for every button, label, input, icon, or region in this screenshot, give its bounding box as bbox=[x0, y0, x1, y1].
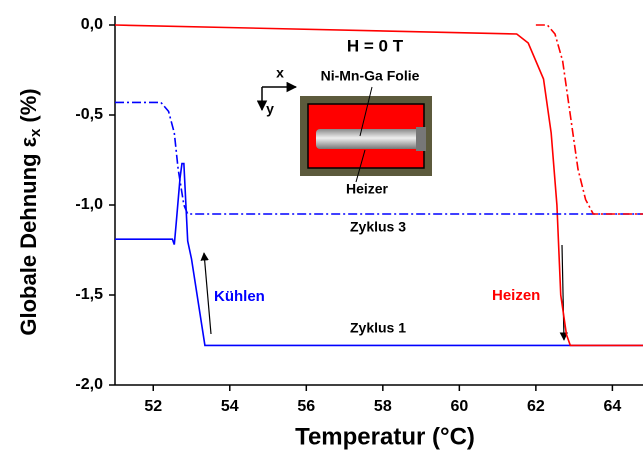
x-tick-label: 60 bbox=[450, 398, 468, 415]
pointer bbox=[355, 149, 366, 183]
inset bbox=[256, 81, 432, 183]
line bbox=[535, 24, 643, 215]
arrow bbox=[200, 252, 212, 335]
x-tick-label: 54 bbox=[221, 398, 239, 415]
annotation: Zyklus 3 bbox=[350, 219, 406, 235]
line bbox=[114, 24, 643, 347]
x-tick-label: 52 bbox=[144, 398, 162, 415]
y-tick-label: -0,5 bbox=[75, 106, 103, 123]
arrow bbox=[559, 244, 569, 341]
foil-end bbox=[416, 127, 426, 151]
y-axis-title-sub: x bbox=[27, 128, 44, 137]
x-axis-title: Temperatur (°C) bbox=[295, 423, 475, 450]
annotation: H = 0 T bbox=[347, 36, 404, 55]
y-axis-title-text: Globale Dehnung ε bbox=[16, 136, 41, 335]
x-tick-label: 64 bbox=[603, 398, 621, 415]
line bbox=[115, 101, 643, 215]
y-tick-label: 0,0 bbox=[81, 16, 103, 33]
pointer bbox=[359, 86, 373, 137]
x-tick-label: 62 bbox=[527, 398, 545, 415]
y-tick-label: -1,5 bbox=[75, 286, 103, 303]
x-tick-label: 58 bbox=[374, 398, 392, 415]
y-axis-title-unit: (%) bbox=[16, 88, 41, 122]
annotation: Heizer bbox=[346, 181, 389, 197]
y-tick-label: -2,0 bbox=[75, 376, 103, 393]
x-tick-label: 56 bbox=[297, 398, 315, 415]
foil bbox=[316, 129, 420, 149]
annotation: Ni-Mn-Ga Folie bbox=[321, 68, 420, 84]
annotation: Kühlen bbox=[214, 288, 265, 305]
annotation: y bbox=[266, 101, 274, 117]
annotation: x bbox=[276, 65, 284, 81]
annotation: Zyklus 1 bbox=[350, 320, 406, 336]
line bbox=[115, 162, 643, 347]
y-tick-label: -1,0 bbox=[75, 196, 103, 213]
annotation: Heizen bbox=[492, 287, 540, 304]
y-axis-title: Globale Dehnung εx (%) bbox=[16, 88, 44, 335]
